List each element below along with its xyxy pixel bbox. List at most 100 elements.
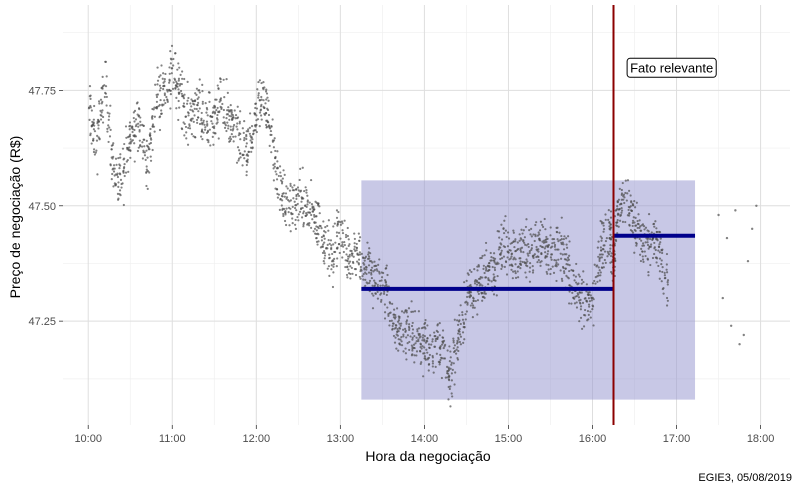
trade-point <box>226 109 229 112</box>
trade-point <box>485 249 488 252</box>
trade-point <box>180 92 183 95</box>
trade-point <box>578 301 582 304</box>
trade-point <box>245 137 248 141</box>
trade-point <box>441 357 444 360</box>
trade-point <box>351 272 354 275</box>
trade-point <box>463 338 466 341</box>
trade-point <box>416 328 419 331</box>
trade-point <box>376 283 379 286</box>
trade-point <box>497 230 501 233</box>
trade-point <box>229 138 233 141</box>
trade-point <box>144 158 147 161</box>
trade-point-after-hours <box>717 213 720 217</box>
trade-point <box>643 250 646 253</box>
trade-point <box>107 140 110 144</box>
trade-point <box>376 290 379 293</box>
trade-point <box>514 270 517 273</box>
trade-point <box>354 268 357 271</box>
trade-point <box>89 104 92 108</box>
trade-point <box>557 263 560 266</box>
trade-point <box>298 210 302 213</box>
trade-point <box>505 260 508 264</box>
trade-point <box>183 122 186 126</box>
trade-point <box>600 237 603 240</box>
trade-point <box>236 117 239 120</box>
trade-point <box>299 190 302 193</box>
trade-point <box>169 57 173 60</box>
trade-point <box>551 242 554 245</box>
trade-point <box>227 124 230 127</box>
trade-point <box>532 256 535 259</box>
trade-point <box>555 259 558 262</box>
trade-point <box>281 177 284 180</box>
trade-point <box>484 269 488 272</box>
trade-point <box>510 264 513 267</box>
trade-point <box>223 96 226 99</box>
trade-point <box>280 204 283 207</box>
trade-point <box>642 244 646 247</box>
trade-point <box>521 232 524 235</box>
trade-point <box>324 226 327 229</box>
trade-point <box>239 152 242 155</box>
trade-point <box>602 244 605 247</box>
trade-point <box>421 336 424 339</box>
trade-point <box>229 135 232 138</box>
trade-point <box>227 109 230 112</box>
trade-point <box>402 350 405 353</box>
trade-point <box>208 128 211 131</box>
trade-point <box>273 137 276 140</box>
trade-point <box>473 306 476 309</box>
trade-point <box>417 327 421 330</box>
trade-point <box>209 144 212 147</box>
trade-point <box>528 251 531 255</box>
trade-point <box>562 237 565 241</box>
trade-point <box>643 228 646 231</box>
trade-point <box>547 245 550 248</box>
trade-point <box>461 318 465 321</box>
trade-point <box>618 187 621 190</box>
trade-point <box>261 86 265 90</box>
trade-point <box>417 338 420 341</box>
trade-point <box>182 104 185 108</box>
trade-point <box>198 122 202 126</box>
trade-point <box>544 255 547 258</box>
trade-point <box>330 260 334 263</box>
trade-point <box>119 153 122 156</box>
trade-point <box>125 160 128 163</box>
trade-point <box>608 225 611 228</box>
trade-point <box>103 84 106 87</box>
trade-point <box>469 304 472 307</box>
trade-point <box>365 266 368 269</box>
trade-point <box>181 70 184 73</box>
trade-point <box>129 138 132 141</box>
trade-point <box>169 107 172 110</box>
trade-point <box>170 44 174 48</box>
trade-point <box>386 273 389 277</box>
trade-point <box>568 302 571 305</box>
trade-point <box>90 109 93 112</box>
trade-point <box>285 196 289 199</box>
trade-point <box>543 247 546 250</box>
trade-point <box>153 130 156 133</box>
trade-point <box>378 279 381 283</box>
trade-point <box>190 119 193 122</box>
trade-point <box>194 136 197 139</box>
trade-point <box>590 299 593 302</box>
trade-point <box>648 245 651 248</box>
trade-point <box>239 110 242 113</box>
trade-point <box>365 272 368 276</box>
trade-point <box>608 221 611 224</box>
trade-point-after-hours <box>725 236 729 240</box>
trade-point <box>394 336 397 339</box>
trade-point <box>503 265 506 268</box>
trade-point <box>276 166 279 169</box>
trade-point <box>188 123 191 126</box>
trade-point <box>619 202 623 205</box>
trade-point <box>232 140 235 143</box>
trade-point <box>631 221 634 224</box>
trade-point <box>586 319 589 322</box>
trade-point <box>352 261 355 265</box>
trade-point <box>129 142 132 145</box>
trade-point <box>265 126 268 129</box>
trade-point <box>589 294 592 297</box>
